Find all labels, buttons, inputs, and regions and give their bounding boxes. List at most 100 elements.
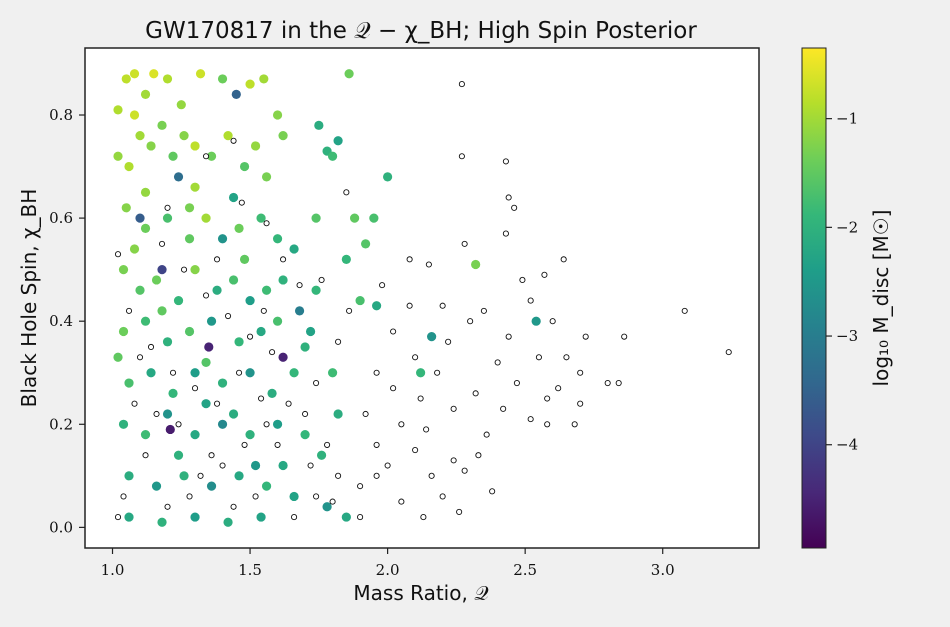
- data-point-filled: [173, 450, 184, 460]
- y-tick-label: 0.0: [49, 518, 73, 536]
- data-point-filled: [140, 89, 151, 99]
- data-point-filled: [201, 399, 211, 409]
- data-point-filled: [239, 254, 250, 264]
- data-point-open: [549, 318, 556, 325]
- data-point-open: [541, 271, 548, 278]
- data-point-filled: [289, 368, 299, 378]
- y-tick-label: 0.8: [49, 106, 73, 124]
- colorbar-tick-label: −4: [836, 436, 858, 454]
- data-point-open: [142, 452, 149, 459]
- data-point-open: [621, 333, 628, 340]
- data-point-open: [329, 498, 336, 505]
- data-point-open: [379, 282, 386, 289]
- data-point-filled: [289, 491, 299, 502]
- data-point-filled: [135, 285, 145, 295]
- data-point-filled: [217, 234, 228, 244]
- data-point-filled: [361, 239, 371, 249]
- data-point-open: [260, 307, 267, 314]
- data-point-filled: [204, 342, 214, 352]
- data-point-filled: [173, 172, 184, 182]
- data-point-filled: [344, 69, 354, 79]
- data-point-open: [406, 302, 413, 309]
- data-point-filled: [333, 136, 343, 146]
- data-point-filled: [327, 151, 338, 161]
- data-point-filled: [162, 337, 173, 347]
- data-point-filled: [350, 213, 360, 223]
- data-point-open: [505, 194, 512, 201]
- data-point-open: [219, 462, 226, 469]
- data-point-open: [274, 441, 281, 448]
- data-point-open: [180, 266, 188, 273]
- data-point-filled: [311, 285, 321, 295]
- data-point-open: [225, 312, 232, 320]
- data-point-filled: [157, 265, 167, 275]
- data-point-open: [577, 400, 584, 407]
- data-point-open: [390, 328, 397, 335]
- data-point-filled: [234, 471, 244, 481]
- data-point-filled: [223, 517, 233, 527]
- colorbar-tick-label: −3: [836, 327, 858, 345]
- data-point-open: [725, 349, 732, 356]
- data-point-open: [439, 302, 446, 309]
- data-point-filled: [272, 316, 283, 326]
- data-point-open: [480, 307, 487, 314]
- data-point-filled: [278, 460, 288, 471]
- data-point-open: [114, 514, 122, 521]
- data-point-open: [450, 457, 457, 464]
- data-point-open: [420, 514, 427, 521]
- data-point-open: [346, 307, 353, 314]
- data-point-open: [500, 405, 507, 412]
- data-point-open: [230, 503, 237, 510]
- data-point-filled: [228, 409, 239, 419]
- x-tick-label: 1.5: [238, 561, 262, 579]
- data-point-filled: [146, 141, 156, 151]
- data-point-open: [208, 452, 215, 459]
- data-point-filled: [333, 409, 343, 419]
- y-tick-label: 0.6: [49, 209, 73, 227]
- data-point-open: [307, 462, 314, 469]
- chart-title: GW170817 in the 𝒬 − χ_BH; High Spin Post…: [145, 18, 697, 44]
- data-point-open: [313, 493, 320, 500]
- data-point-open: [373, 472, 380, 479]
- data-point-open: [398, 421, 405, 428]
- data-point-filled: [245, 295, 255, 306]
- data-point-open: [252, 493, 259, 500]
- data-point-filled: [231, 89, 241, 99]
- data-point-open: [461, 240, 468, 247]
- data-point-filled: [162, 74, 173, 84]
- data-point-open: [563, 354, 570, 361]
- x-axis: 1.0 1.5 2.0 2.5 3.0: [101, 548, 675, 579]
- data-point-open: [357, 514, 364, 521]
- data-point-open: [291, 514, 298, 521]
- data-point-open: [313, 380, 320, 387]
- data-point-filled: [278, 352, 288, 362]
- data-point-open: [164, 503, 171, 510]
- data-point-open: [458, 153, 465, 160]
- data-point-filled: [212, 285, 222, 295]
- data-point-filled: [168, 151, 178, 161]
- data-point-filled: [245, 429, 255, 440]
- colorbar-tick-label: −1: [836, 110, 858, 128]
- data-point-filled: [157, 306, 167, 316]
- data-point-filled: [314, 120, 324, 130]
- data-point-open: [615, 380, 622, 387]
- data-point-filled: [140, 316, 151, 326]
- data-point-filled: [151, 481, 162, 491]
- data-point-filled: [190, 265, 200, 275]
- data-point-open: [230, 137, 237, 144]
- data-point-open: [213, 256, 221, 263]
- data-point-filled: [118, 326, 129, 337]
- data-point-open: [263, 220, 270, 227]
- data-point-filled: [201, 213, 211, 223]
- data-point-open: [439, 493, 446, 500]
- data-point-filled: [113, 105, 123, 115]
- data-point-filled: [245, 79, 255, 89]
- data-point-filled: [165, 424, 175, 435]
- open-series: [114, 81, 732, 521]
- data-point-open: [186, 493, 193, 500]
- data-point-open: [505, 333, 512, 340]
- data-point-open: [555, 385, 562, 392]
- data-point-open: [147, 343, 155, 351]
- data-point-open: [489, 488, 496, 495]
- data-point-filled: [223, 131, 233, 141]
